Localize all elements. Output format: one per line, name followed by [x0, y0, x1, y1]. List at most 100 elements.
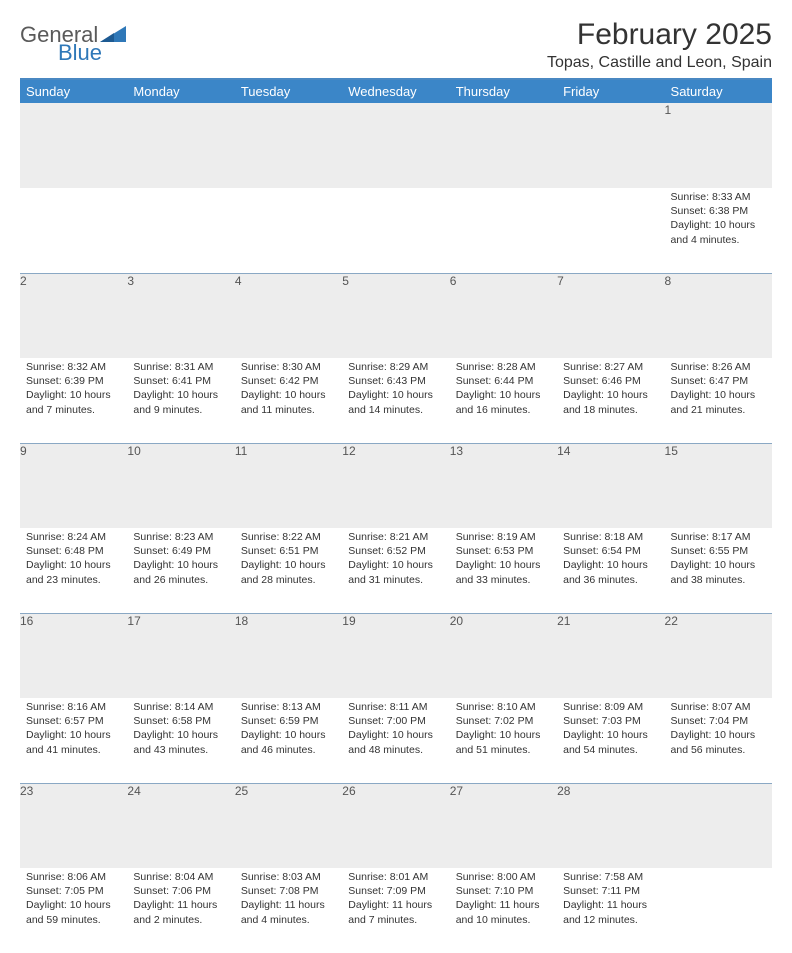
header: General Blue February 2025 Topas, Castil…: [20, 18, 772, 72]
day-cell: Sunrise: 8:19 AMSunset: 6:53 PMDaylight:…: [450, 528, 557, 613]
sunrise-text: Sunrise: 8:13 AM: [241, 700, 336, 714]
sunset-text: Sunset: 6:42 PM: [241, 374, 336, 388]
day-number: 2: [20, 273, 127, 358]
day-number: 9: [20, 443, 127, 528]
day-number: 7: [557, 273, 664, 358]
sunrise-text: Sunrise: 8:10 AM: [456, 700, 551, 714]
sunrise-text: Sunrise: 8:31 AM: [133, 360, 228, 374]
sunrise-text: Sunrise: 8:29 AM: [348, 360, 443, 374]
sunrise-text: Sunrise: 7:58 AM: [563, 870, 658, 884]
day-cell: Sunrise: 8:10 AMSunset: 7:02 PMDaylight:…: [450, 698, 557, 783]
day-number: 24: [127, 783, 234, 868]
title-block: February 2025 Topas, Castille and Leon, …: [547, 18, 772, 72]
sunset-text: Sunset: 6:43 PM: [348, 374, 443, 388]
day-number: 28: [557, 783, 664, 868]
daylight-text: Daylight: 10 hours and 36 minutes.: [563, 558, 658, 586]
day-cell: [20, 188, 127, 273]
sunrise-text: Sunrise: 8:24 AM: [26, 530, 121, 544]
day-number: 8: [665, 273, 772, 358]
sunrise-text: Sunrise: 8:32 AM: [26, 360, 121, 374]
daylight-text: Daylight: 11 hours and 2 minutes.: [133, 898, 228, 926]
logo: General Blue: [20, 18, 126, 64]
week-daynum-row: 2345678: [20, 273, 772, 358]
day-header: Sunday: [20, 80, 127, 103]
day-number: 10: [127, 443, 234, 528]
sunrise-text: Sunrise: 8:03 AM: [241, 870, 336, 884]
day-cell: Sunrise: 8:29 AMSunset: 6:43 PMDaylight:…: [342, 358, 449, 443]
day-number: 18: [235, 613, 342, 698]
day-number: 26: [342, 783, 449, 868]
sunset-text: Sunset: 6:41 PM: [133, 374, 228, 388]
day-cell: Sunrise: 8:04 AMSunset: 7:06 PMDaylight:…: [127, 868, 234, 953]
day-cell: [127, 188, 234, 273]
week-body-row: Sunrise: 8:24 AMSunset: 6:48 PMDaylight:…: [20, 528, 772, 613]
sunrise-text: Sunrise: 8:14 AM: [133, 700, 228, 714]
day-header-row: Sunday Monday Tuesday Wednesday Thursday…: [20, 80, 772, 103]
logo-text: General Blue: [20, 24, 126, 64]
week-body-row: Sunrise: 8:33 AMSunset: 6:38 PMDaylight:…: [20, 188, 772, 273]
day-cell: Sunrise: 8:06 AMSunset: 7:05 PMDaylight:…: [20, 868, 127, 953]
day-header: Wednesday: [342, 80, 449, 103]
day-number: 1: [665, 103, 772, 188]
day-cell: Sunrise: 8:03 AMSunset: 7:08 PMDaylight:…: [235, 868, 342, 953]
day-cell: Sunrise: 8:00 AMSunset: 7:10 PMDaylight:…: [450, 868, 557, 953]
day-number: 14: [557, 443, 664, 528]
day-number: 11: [235, 443, 342, 528]
week-body-row: Sunrise: 8:06 AMSunset: 7:05 PMDaylight:…: [20, 868, 772, 953]
daylight-text: Daylight: 11 hours and 10 minutes.: [456, 898, 551, 926]
day-cell: Sunrise: 8:13 AMSunset: 6:59 PMDaylight:…: [235, 698, 342, 783]
sunrise-text: Sunrise: 8:09 AM: [563, 700, 658, 714]
day-cell: Sunrise: 8:17 AMSunset: 6:55 PMDaylight:…: [665, 528, 772, 613]
sunset-text: Sunset: 6:47 PM: [671, 374, 766, 388]
sunrise-text: Sunrise: 8:18 AM: [563, 530, 658, 544]
daylight-text: Daylight: 11 hours and 7 minutes.: [348, 898, 443, 926]
day-cell: Sunrise: 8:07 AMSunset: 7:04 PMDaylight:…: [665, 698, 772, 783]
sunset-text: Sunset: 6:59 PM: [241, 714, 336, 728]
sunset-text: Sunset: 7:09 PM: [348, 884, 443, 898]
daylight-text: Daylight: 10 hours and 18 minutes.: [563, 388, 658, 416]
day-number: [665, 783, 772, 868]
sunrise-text: Sunrise: 8:17 AM: [671, 530, 766, 544]
day-cell: Sunrise: 8:31 AMSunset: 6:41 PMDaylight:…: [127, 358, 234, 443]
day-cell: Sunrise: 8:32 AMSunset: 6:39 PMDaylight:…: [20, 358, 127, 443]
daylight-text: Daylight: 10 hours and 26 minutes.: [133, 558, 228, 586]
sunset-text: Sunset: 7:06 PM: [133, 884, 228, 898]
daylight-text: Daylight: 10 hours and 14 minutes.: [348, 388, 443, 416]
day-number: [450, 103, 557, 188]
sunset-text: Sunset: 7:05 PM: [26, 884, 121, 898]
day-number: 25: [235, 783, 342, 868]
daylight-text: Daylight: 10 hours and 9 minutes.: [133, 388, 228, 416]
day-number: [127, 103, 234, 188]
day-cell: Sunrise: 8:21 AMSunset: 6:52 PMDaylight:…: [342, 528, 449, 613]
day-number: 3: [127, 273, 234, 358]
day-cell: Sunrise: 8:23 AMSunset: 6:49 PMDaylight:…: [127, 528, 234, 613]
day-cell: [450, 188, 557, 273]
day-number: 15: [665, 443, 772, 528]
week-body-row: Sunrise: 8:32 AMSunset: 6:39 PMDaylight:…: [20, 358, 772, 443]
day-number: [235, 103, 342, 188]
sunset-text: Sunset: 6:51 PM: [241, 544, 336, 558]
day-number: 20: [450, 613, 557, 698]
daylight-text: Daylight: 10 hours and 21 minutes.: [671, 388, 766, 416]
day-number: 12: [342, 443, 449, 528]
day-number: 17: [127, 613, 234, 698]
sunset-text: Sunset: 6:52 PM: [348, 544, 443, 558]
day-number: [20, 103, 127, 188]
daylight-text: Daylight: 10 hours and 46 minutes.: [241, 728, 336, 756]
day-cell: Sunrise: 8:11 AMSunset: 7:00 PMDaylight:…: [342, 698, 449, 783]
daylight-text: Daylight: 10 hours and 23 minutes.: [26, 558, 121, 586]
sunrise-text: Sunrise: 8:01 AM: [348, 870, 443, 884]
day-number: 19: [342, 613, 449, 698]
daylight-text: Daylight: 10 hours and 38 minutes.: [671, 558, 766, 586]
day-cell: [342, 188, 449, 273]
sunrise-text: Sunrise: 8:21 AM: [348, 530, 443, 544]
week-daynum-row: 9101112131415: [20, 443, 772, 528]
sunset-text: Sunset: 6:48 PM: [26, 544, 121, 558]
sunset-text: Sunset: 7:00 PM: [348, 714, 443, 728]
week-body-row: Sunrise: 8:16 AMSunset: 6:57 PMDaylight:…: [20, 698, 772, 783]
sunset-text: Sunset: 7:10 PM: [456, 884, 551, 898]
day-number: 27: [450, 783, 557, 868]
sunrise-text: Sunrise: 8:23 AM: [133, 530, 228, 544]
day-header: Monday: [127, 80, 234, 103]
day-cell: Sunrise: 8:09 AMSunset: 7:03 PMDaylight:…: [557, 698, 664, 783]
